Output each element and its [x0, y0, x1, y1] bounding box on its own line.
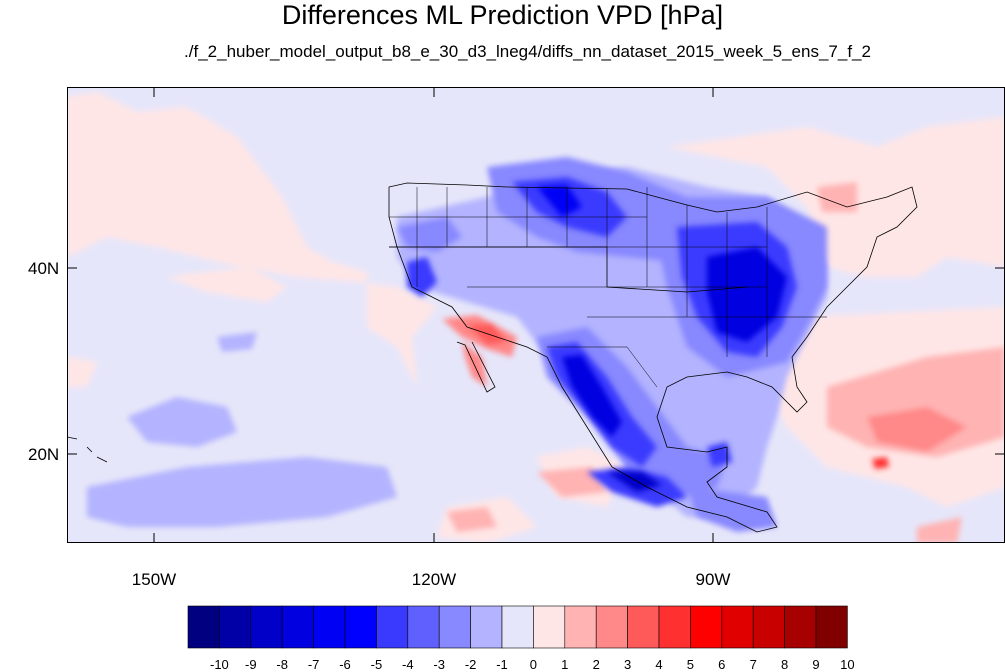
lon-label-120w: 120W — [411, 570, 457, 589]
lat-label-40n: 40N — [28, 259, 60, 278]
colorbar-tick-label: -4 — [402, 657, 414, 672]
colorbar-box — [721, 605, 754, 649]
colorbar-tick-label: 3 — [623, 657, 632, 672]
colorbar-tick-label: -9 — [245, 657, 257, 672]
colorbar-box — [627, 605, 660, 649]
difference-map — [67, 87, 1005, 543]
colorbar-box — [438, 605, 471, 649]
colorbar-tick-label: -5 — [370, 657, 383, 672]
colorbar-box — [407, 605, 440, 649]
colorbar-tick-label: 8 — [780, 657, 789, 672]
state-borders — [389, 187, 827, 388]
colorbar-tick-label: -3 — [433, 657, 445, 672]
colorbar-tick-label: -8 — [276, 657, 288, 672]
colorbar-box — [470, 605, 503, 649]
colorbar-tick-label: 7 — [749, 657, 757, 672]
map-title: Differences ML Prediction VPD [hPa] — [281, 0, 724, 30]
lat-label-20n: 20N — [28, 445, 60, 464]
colorbar-box — [344, 605, 377, 649]
colorbar — [187, 605, 848, 649]
colorbar-box — [690, 605, 723, 649]
colorbar-tick-label: -10 — [209, 657, 229, 672]
colorbar-box — [219, 605, 252, 649]
colorbar-tick-label: -7 — [307, 657, 320, 672]
colorbar-box — [752, 605, 785, 649]
map-subtitle: ./f_2_huber_model_output_b8_e_30_d3_lneg… — [184, 42, 871, 61]
map-canvas — [67, 87, 1005, 543]
colorbar-tick-label: 2 — [592, 657, 600, 672]
colorbar-tick-label: 5 — [686, 657, 694, 672]
colorbar-tick-label: 6 — [718, 657, 726, 672]
colorbar-tick-label: 9 — [812, 657, 820, 672]
colorbar-tick-label: 0 — [529, 657, 537, 672]
colorbar-box — [250, 605, 283, 649]
colorbar-box — [533, 605, 566, 649]
colorbar-box — [187, 605, 220, 649]
colorbar-box — [815, 605, 848, 649]
colorbar-tick-label: -1 — [496, 657, 508, 672]
colorbar-box — [784, 605, 817, 649]
colorbar-tick-label: 1 — [561, 657, 569, 672]
colorbar-box — [501, 605, 534, 649]
colorbar-box — [376, 605, 409, 649]
lon-label-150w: 150W — [131, 570, 177, 589]
colorbar-box — [658, 605, 691, 649]
colorbar-box — [313, 605, 346, 649]
colorbar-tick-label: 10 — [840, 657, 855, 672]
colorbar-box — [281, 605, 314, 649]
colorbar-boxes — [187, 605, 848, 649]
colorbar-box — [564, 605, 597, 649]
lon-label-90w: 90W — [695, 570, 731, 589]
colorbar-tick-label: -6 — [339, 657, 351, 672]
colorbar-tick-label: -2 — [464, 657, 477, 672]
colorbar-box — [595, 605, 628, 649]
colorbar-tick-label: 4 — [655, 657, 663, 672]
